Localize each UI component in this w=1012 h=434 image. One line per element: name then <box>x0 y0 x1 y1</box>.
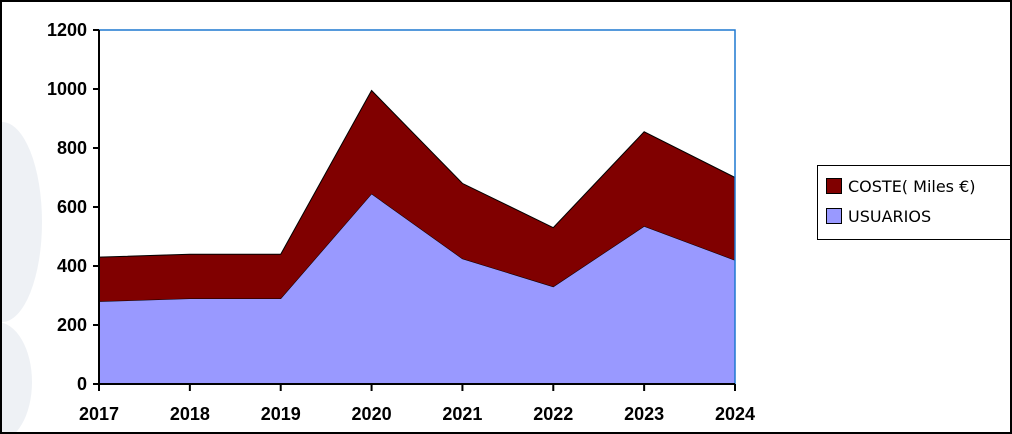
y-tick-label: 600 <box>57 197 87 217</box>
area-outline <box>98 89 736 258</box>
legend-swatch-usuarios <box>826 208 842 224</box>
x-tick-label: 2023 <box>624 404 664 424</box>
y-tick-label: 1000 <box>47 79 87 99</box>
legend-swatch-coste <box>826 178 842 194</box>
x-tick-label: 2018 <box>170 404 210 424</box>
y-tick-label: 0 <box>77 374 87 394</box>
area-series-usuarios <box>99 193 735 384</box>
x-tick-label: 2017 <box>79 404 119 424</box>
plot-area-border <box>99 29 736 384</box>
y-tick-label: 800 <box>57 138 87 158</box>
legend-item-coste: COSTE( Miles €) <box>826 174 1010 198</box>
x-tick-label: 2021 <box>442 404 482 424</box>
legend-label-coste: COSTE( Miles €) <box>848 176 976 196</box>
y-tick-label: 400 <box>57 256 87 276</box>
legend-item-usuarios: USUARIOS <box>826 204 1010 228</box>
legend-label-usuarios: USUARIOS <box>848 206 932 226</box>
x-tick-label: 2024 <box>715 404 755 424</box>
area-series-coste-miles <box>99 90 735 302</box>
x-tick-label: 2022 <box>533 404 573 424</box>
x-tick-label: 2019 <box>261 404 301 424</box>
y-tick-label: 200 <box>57 315 87 335</box>
chart-legend: COSTE( Miles €) USUARIOS <box>817 165 1010 240</box>
y-tick-label: 1200 <box>47 20 87 40</box>
x-tick-label: 2020 <box>352 404 392 424</box>
